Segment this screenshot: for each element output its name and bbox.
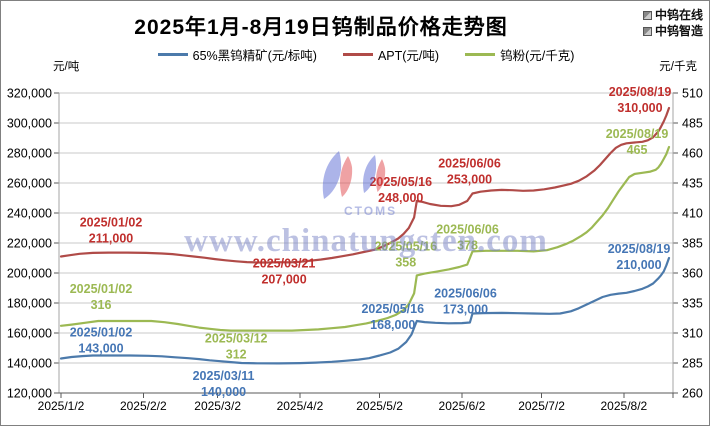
legend-item-0: 65%黑钨精矿(元/标吨) <box>157 45 317 64</box>
left-axis-tick-label: 200,000 <box>7 267 52 281</box>
annotation-2025-05-16: 2025/05/16 248,000 <box>369 175 432 205</box>
annotation-2025-05-16: 2025/05/16 358 <box>374 239 437 269</box>
brand-text-2: 中钨智造 <box>654 24 703 38</box>
annotation-2025-08-19: 2025/08/19 465 <box>606 127 669 157</box>
annotation-2025-05-16: 2025/05/16 168,000 <box>361 302 424 332</box>
brand-text-1: 中钨在线 <box>654 8 703 22</box>
legend-swatch-icon <box>342 53 373 56</box>
right-axis-tick-label: 260 <box>682 387 703 401</box>
annotation-2025-06-06: 2025/06/06 173,000 <box>434 287 497 317</box>
right-axis-unit: 元/千克 <box>659 61 697 73</box>
brand-line-1: 中钨在线 <box>642 7 703 23</box>
x-axis-tick-label: 2025/5/2 <box>356 399 403 413</box>
right-axis-tick-label: 485 <box>682 117 703 131</box>
right-axis-tick-label: 285 <box>682 357 703 371</box>
annotation-2025-06-06: 2025/06/06 378 <box>436 222 499 252</box>
x-axis-tick-label: 2025/8/2 <box>601 399 648 413</box>
legend: 65%黑钨精矿(元/标吨) APT(元/吨) 钨粉(元/千克) <box>59 45 673 64</box>
brand-logo-icon <box>642 10 652 20</box>
brand-block: 中钨在线 中钨智造 <box>642 7 703 39</box>
x-axis-tick-label: 2025/1/2 <box>38 399 85 413</box>
left-axis-tick-label: 260,000 <box>7 177 52 191</box>
x-axis-tick-label: 2025/6/2 <box>439 399 486 413</box>
right-axis-tick-label: 510 <box>682 87 703 101</box>
legend-item-1: APT(元/吨) <box>342 45 440 64</box>
brand-line-2: 中钨智造 <box>642 23 703 39</box>
left-axis-tick-label: 300,000 <box>7 117 52 131</box>
annotation-2025-03-21: 2025/03/21 207,000 <box>253 257 316 287</box>
legend-swatch-icon <box>465 53 496 56</box>
left-axis-tick-label: 160,000 <box>7 327 52 341</box>
annotation-2025-06-06: 2025/06/06 253,000 <box>438 157 501 187</box>
left-axis-tick-label: 240,000 <box>7 207 52 221</box>
annotation-2025-03-11: 2025/03/11 140,000 <box>193 369 255 399</box>
right-axis-tick-label: 360 <box>682 267 703 281</box>
left-axis-unit: 元/吨 <box>53 61 80 73</box>
right-axis-tick-label: 385 <box>682 237 703 251</box>
annotation-2025-08-19: 2025/08/19 210,000 <box>608 242 671 272</box>
annotation-2025-01-02: 2025/01/02 211,000 <box>80 216 143 246</box>
chart-title: 2025年1月-8月19日钨制品价格走势图 <box>134 16 508 39</box>
legend-swatch-icon <box>157 53 188 56</box>
x-axis-tick-label: 2025/3/2 <box>194 399 241 413</box>
legend-label: 钨粉(元/千克) <box>500 49 575 63</box>
right-axis-tick-label: 335 <box>682 297 703 311</box>
series-line-1 <box>59 106 671 264</box>
left-axis-tick-label: 320,000 <box>7 87 52 101</box>
left-axis-tick-label: 180,000 <box>7 297 52 311</box>
x-axis-tick-label: 2025/4/2 <box>277 399 324 413</box>
left-axis-tick-label: 120,000 <box>7 387 52 401</box>
legend-item-2: 钨粉(元/千克) <box>465 45 574 64</box>
brand-logo-icon <box>642 26 652 36</box>
left-axis-tick-label: 140,000 <box>7 357 52 371</box>
annotation-2025-03-12: 2025/03/12 312 <box>205 332 268 362</box>
annotation-2025-01-02: 2025/01/02 143,000 <box>70 326 133 356</box>
annotation-2025-08-19: 2025/08/19 310,000 <box>609 85 672 115</box>
right-axis-tick-label: 410 <box>682 207 703 221</box>
right-axis-tick-label: 435 <box>682 177 703 191</box>
left-axis-tick-label: 280,000 <box>7 147 52 161</box>
right-axis-tick-label: 460 <box>682 147 703 161</box>
left-axis-tick-label: 220,000 <box>7 237 52 251</box>
x-axis-tick-label: 2025/7/2 <box>518 399 565 413</box>
legend-label: 65%黑钨精矿(元/标吨) <box>192 49 317 63</box>
right-axis-tick-label: 310 <box>682 327 703 341</box>
series-line-2 <box>59 145 671 332</box>
annotation-2025-01-02: 2025/01/02 316 <box>70 282 133 312</box>
x-axis-tick-label: 2025/2/2 <box>120 399 167 413</box>
series-line-0 <box>59 256 671 365</box>
legend-label: APT(元/吨) <box>377 49 440 63</box>
